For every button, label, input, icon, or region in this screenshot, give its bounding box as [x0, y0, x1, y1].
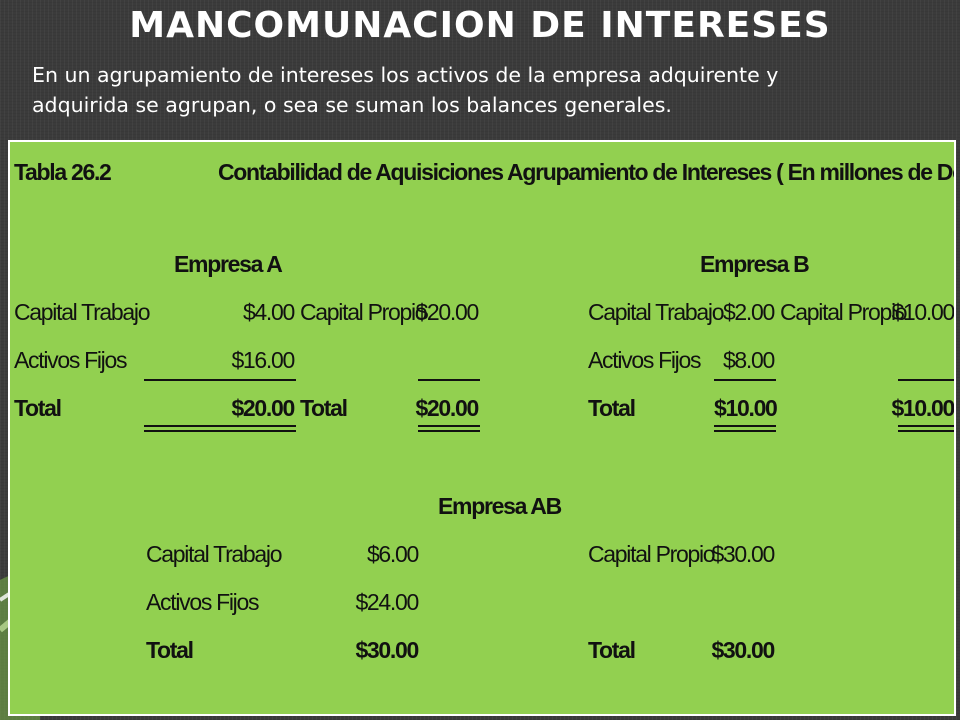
b-subtotal-rule-2	[898, 379, 954, 381]
a-activos-fijos-label: Activos Fijos	[14, 347, 127, 373]
b-capital-propio-value: $10.00	[891, 299, 954, 325]
ab-total2-value: $30.00	[711, 637, 775, 663]
a-capital-trabajo-label: Capital Trabajo	[14, 299, 151, 325]
ab-total2-label: Total	[588, 637, 636, 663]
a-activos-fijos-value: $16.00	[231, 347, 295, 373]
table-26-2: Tabla 26.2 Contabilidad de Aquisiciones …	[8, 140, 956, 716]
table-id-label: Tabla 26.2	[14, 159, 112, 185]
slide-subtitle: En un agrupamiento de intereses los acti…	[32, 60, 960, 120]
ab-total-value: $30.00	[355, 637, 419, 663]
a-capital-trabajo-value: $4.00	[242, 299, 295, 325]
b-total2-double-rule	[898, 425, 954, 432]
a-total-double-rule	[144, 425, 296, 432]
b-total-double-rule	[714, 425, 776, 432]
ab-total-label: Total	[146, 637, 194, 663]
ab-activos-fijos-value: $24.00	[355, 589, 419, 615]
a-subtotal-rule	[144, 379, 296, 381]
subtitle-line-1: En un agrupamiento de intereses los acti…	[32, 63, 779, 87]
empresa-ab-heading: Empresa AB	[438, 493, 562, 519]
table-title: Contabilidad de Aquisiciones Agrupamient…	[218, 159, 956, 185]
b-capital-propio-label: Capital Propio	[780, 299, 908, 325]
a-capital-propio-value: $20.00	[415, 299, 479, 325]
subtitle-line-2: adquirida se agrupan, o sea se suman los…	[32, 93, 672, 117]
b-capital-trabajo-value: $2.00	[722, 299, 775, 325]
a-subtotal-rule-2	[418, 379, 480, 381]
b-capital-trabajo-label: Capital Trabajo	[588, 299, 725, 325]
ab-capital-trabajo-label: Capital Trabajo	[146, 541, 283, 567]
a-total2-label: Total	[300, 395, 348, 421]
b-total-label: Total	[588, 395, 636, 421]
b-total-value: $10.00	[714, 395, 778, 421]
ab-capital-propio-value: $30.00	[711, 541, 775, 567]
b-activos-fijos-value: $8.00	[722, 347, 775, 373]
empresa-a-heading: Empresa A	[174, 251, 283, 277]
empresa-b-heading: Empresa B	[700, 251, 810, 277]
a-total-label: Total	[14, 395, 62, 421]
b-total2-value: $10.00	[891, 395, 954, 421]
a-total2-value: $20.00	[415, 395, 479, 421]
slide-title: MANCOMUNACION DE INTERESES	[129, 5, 831, 46]
b-activos-fijos-label: Activos Fijos	[588, 347, 701, 373]
a-capital-propio-label: Capital Propio	[300, 299, 428, 325]
a-total-value: $20.00	[231, 395, 295, 421]
ab-capital-propio-label: Capital Propio	[588, 541, 716, 567]
b-subtotal-rule	[714, 379, 776, 381]
ab-activos-fijos-label: Activos Fijos	[146, 589, 259, 615]
a-total2-double-rule	[418, 425, 480, 432]
ab-capital-trabajo-value: $6.00	[366, 541, 419, 567]
